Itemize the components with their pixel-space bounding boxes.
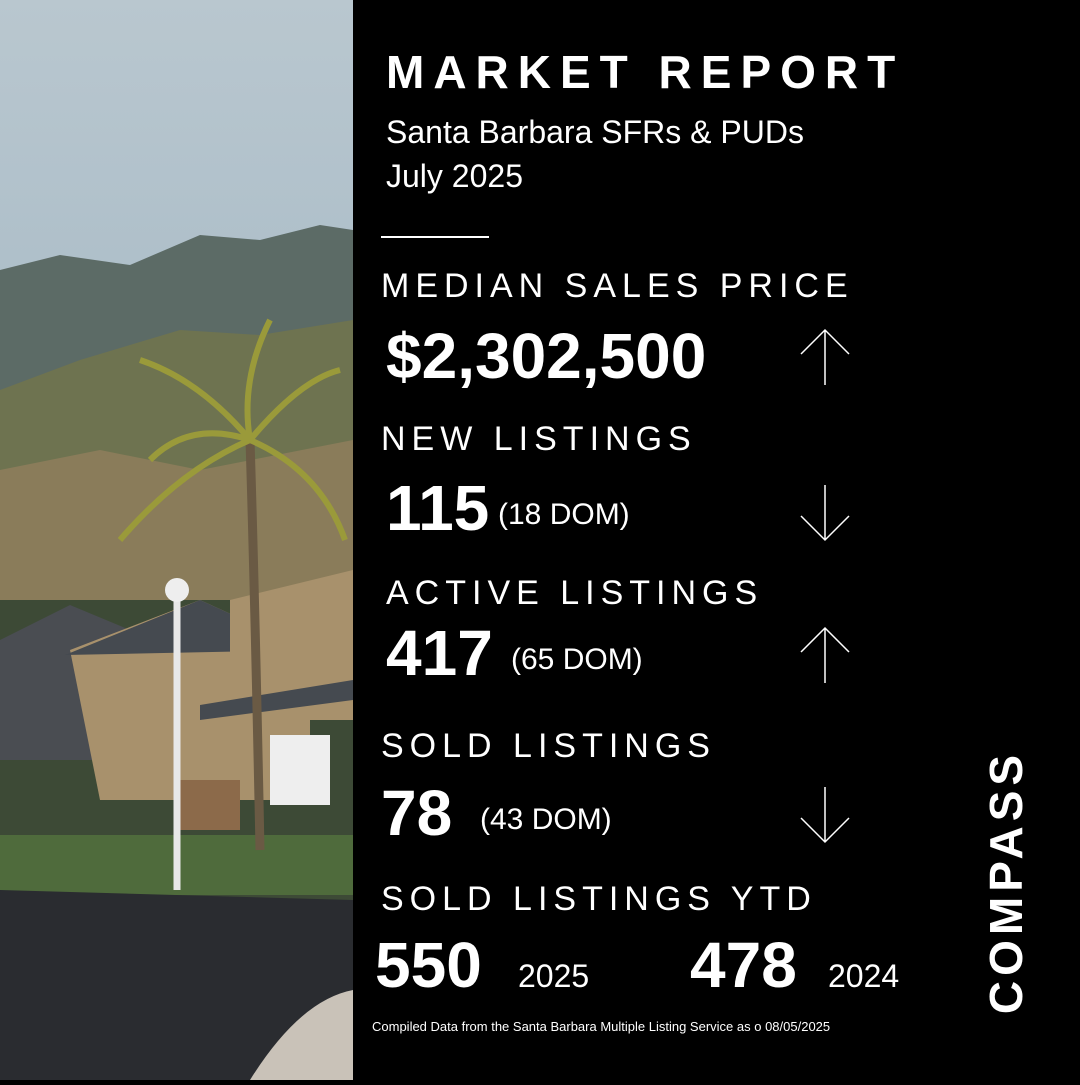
ytd-current-value: 550 (375, 929, 482, 1001)
metric-detail: (43 DOM) (480, 803, 612, 836)
trend-arrow (800, 485, 850, 542)
ytd-previous-value: 478 (690, 929, 797, 1001)
logo: COMPASS (980, 750, 1032, 1014)
title: MARKET REPORT (386, 46, 904, 98)
trend-arrow (800, 328, 850, 385)
metric-label: ACTIVE LISTINGS (386, 574, 763, 612)
ytd-label: SOLD LISTINGS YTD (381, 880, 817, 918)
metric-value: 417 (386, 617, 493, 689)
subtitle: Santa Barbara SFRs & PUDs (386, 114, 804, 150)
metric-value: 78 (381, 777, 452, 849)
metric-label: NEW LISTINGS (381, 420, 697, 458)
metric-label: SOLD LISTINGS (381, 727, 716, 765)
panel (353, 0, 1080, 1080)
metrics: MEDIAN SALES PRICE $2,302,500 NEW LISTINGS… (381, 267, 854, 849)
photo (0, 0, 353, 1080)
ytd-current-year: 2025 (518, 958, 589, 994)
footer: Compiled Data from the Santa Barbara Mul… (372, 1019, 830, 1034)
date: July 2025 (386, 158, 523, 194)
trend-arrow (800, 787, 850, 844)
metric-value: $2,302,500 (386, 320, 706, 392)
metric-label: MEDIAN SALES PRICE (381, 267, 854, 305)
metric-detail: (18 DOM) (498, 498, 630, 531)
metric-detail: (65 DOM) (511, 643, 643, 676)
trend-arrow (800, 626, 850, 683)
metric-value: 115 (386, 472, 489, 544)
ytd-previous-year: 2024 (828, 958, 899, 994)
